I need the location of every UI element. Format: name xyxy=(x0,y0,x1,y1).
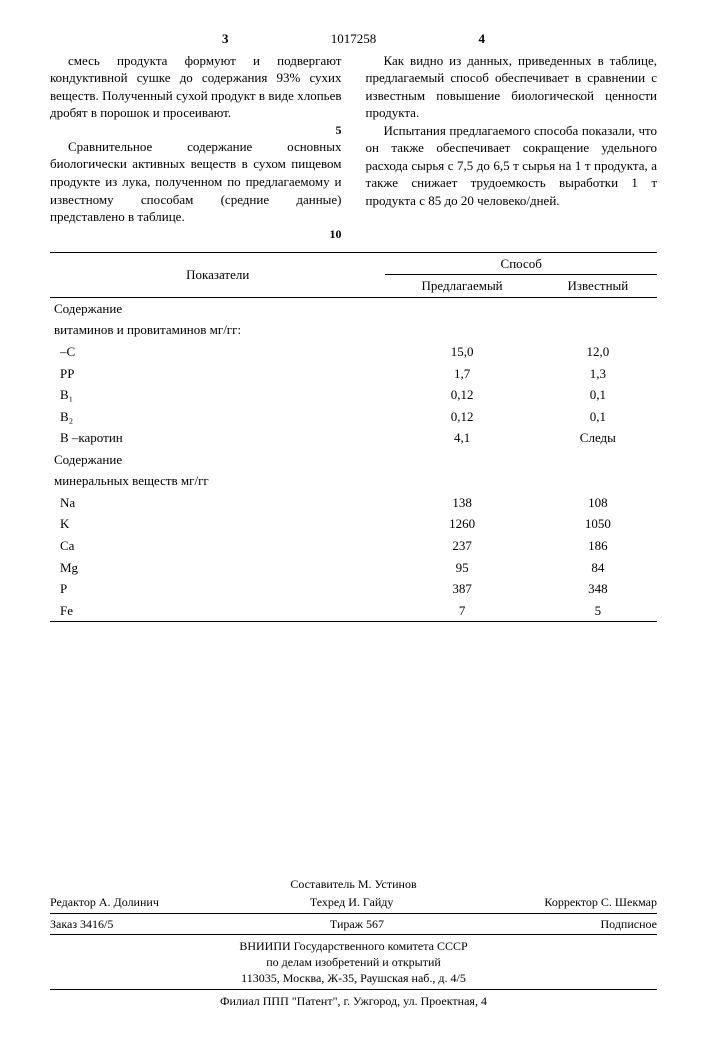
line-number: 5 xyxy=(336,122,342,138)
table-cell: 4,1 xyxy=(385,427,538,449)
order-label: Заказ 3416/5 xyxy=(50,916,113,932)
table-header-known: Известный xyxy=(539,275,657,298)
paragraph: смесь продукта формуют и подвергают конд… xyxy=(50,52,342,122)
org-addr: 113035, Москва, Ж-35, Раушская наб., д. … xyxy=(50,970,657,986)
table-cell: Следы xyxy=(539,427,657,449)
techred-label: Техред И. Гайду xyxy=(310,894,393,910)
paragraph: Как видно из данных, приведенных в табли… xyxy=(366,52,658,122)
table-cell: 0,12 xyxy=(385,384,538,406)
credit-row: Заказ 3416/5 Тираж 567 Подписное xyxy=(50,914,657,935)
table-cell: 1050 xyxy=(539,513,657,535)
left-column: смесь продукта формуют и подвергают конд… xyxy=(50,52,342,242)
table-cell: 387 xyxy=(385,578,538,600)
table-cell: 7 xyxy=(385,600,538,622)
table-cell: 108 xyxy=(539,492,657,514)
org-block: ВНИИПИ Государственного комитета СССР по… xyxy=(50,935,657,991)
sub-label: Подписное xyxy=(601,916,658,932)
right-column: Как видно из данных, приведенных в табли… xyxy=(366,52,658,242)
data-table: Показатели Способ Предлагаемый Известный… xyxy=(50,252,657,626)
table-cell: 1,7 xyxy=(385,363,538,385)
compiler: Составитель М. Устинов xyxy=(50,876,657,892)
table-cell: 5 xyxy=(539,600,657,622)
table-cell: 12,0 xyxy=(539,341,657,363)
table-cell: 186 xyxy=(539,535,657,557)
table-cell: 348 xyxy=(539,578,657,600)
table-row-label: Mg xyxy=(50,557,385,579)
table-row-label: РР xyxy=(50,363,385,385)
table-row-label: Fe xyxy=(50,600,385,622)
editor-label: Редактор А. Долинич xyxy=(50,894,159,910)
table-row-label: Ca xyxy=(50,535,385,557)
table-cell: 0,1 xyxy=(539,384,657,406)
table-header-method: Способ xyxy=(385,252,657,275)
col-num-right: 4 xyxy=(479,30,486,48)
table-row-label: В₁ xyxy=(50,384,385,406)
table-cell: 138 xyxy=(385,492,538,514)
paragraph: Испытания предлагаемого способа показали… xyxy=(366,122,658,210)
corrector-label: Корректор С. Шекмар xyxy=(544,894,657,910)
table-group: минеральных веществ мг/гг xyxy=(50,470,385,492)
table-cell: 0,12 xyxy=(385,406,538,428)
table-cell: 15,0 xyxy=(385,341,538,363)
table-row-label: В₂ xyxy=(50,406,385,428)
table-group: витаминов и провитаминов мг/гг: xyxy=(50,319,385,341)
credit-row: Редактор А. Долинич Техред И. Гайду Корр… xyxy=(50,892,657,913)
table-row-label: P xyxy=(50,578,385,600)
paragraph: 5 Сравнительное содержание основных биол… xyxy=(50,122,342,226)
org-line: по делам изобретений и открытий xyxy=(50,954,657,970)
line-number: 10 xyxy=(330,226,342,242)
table-row-label: –С xyxy=(50,341,385,363)
page-header: 3 1017258 4 xyxy=(50,30,657,48)
table-group: Содержание xyxy=(50,297,385,319)
table-header-proposed: Предлагаемый xyxy=(385,275,538,298)
table-header-indicator: Показатели xyxy=(50,252,385,297)
table-cell: 1,3 xyxy=(539,363,657,385)
text-columns: смесь продукта формуют и подвергают конд… xyxy=(50,52,657,242)
document-number: 1017258 xyxy=(331,30,377,48)
table-cell: 84 xyxy=(539,557,657,579)
col-num-left: 3 xyxy=(222,30,229,48)
table-cell: 1260 xyxy=(385,513,538,535)
table-cell: 237 xyxy=(385,535,538,557)
table-cell: 0,1 xyxy=(539,406,657,428)
credits-block: Составитель М. Устинов Редактор А. Долин… xyxy=(50,876,657,1009)
org-line: ВНИИПИ Государственного комитета СССР xyxy=(50,938,657,954)
tirage-label: Тираж 567 xyxy=(330,916,384,932)
table-row-label: K xyxy=(50,513,385,535)
table-group: Содержание xyxy=(50,449,385,471)
table-cell: 95 xyxy=(385,557,538,579)
table-row-label: Na xyxy=(50,492,385,514)
table-row-label: В –каротин xyxy=(50,427,385,449)
